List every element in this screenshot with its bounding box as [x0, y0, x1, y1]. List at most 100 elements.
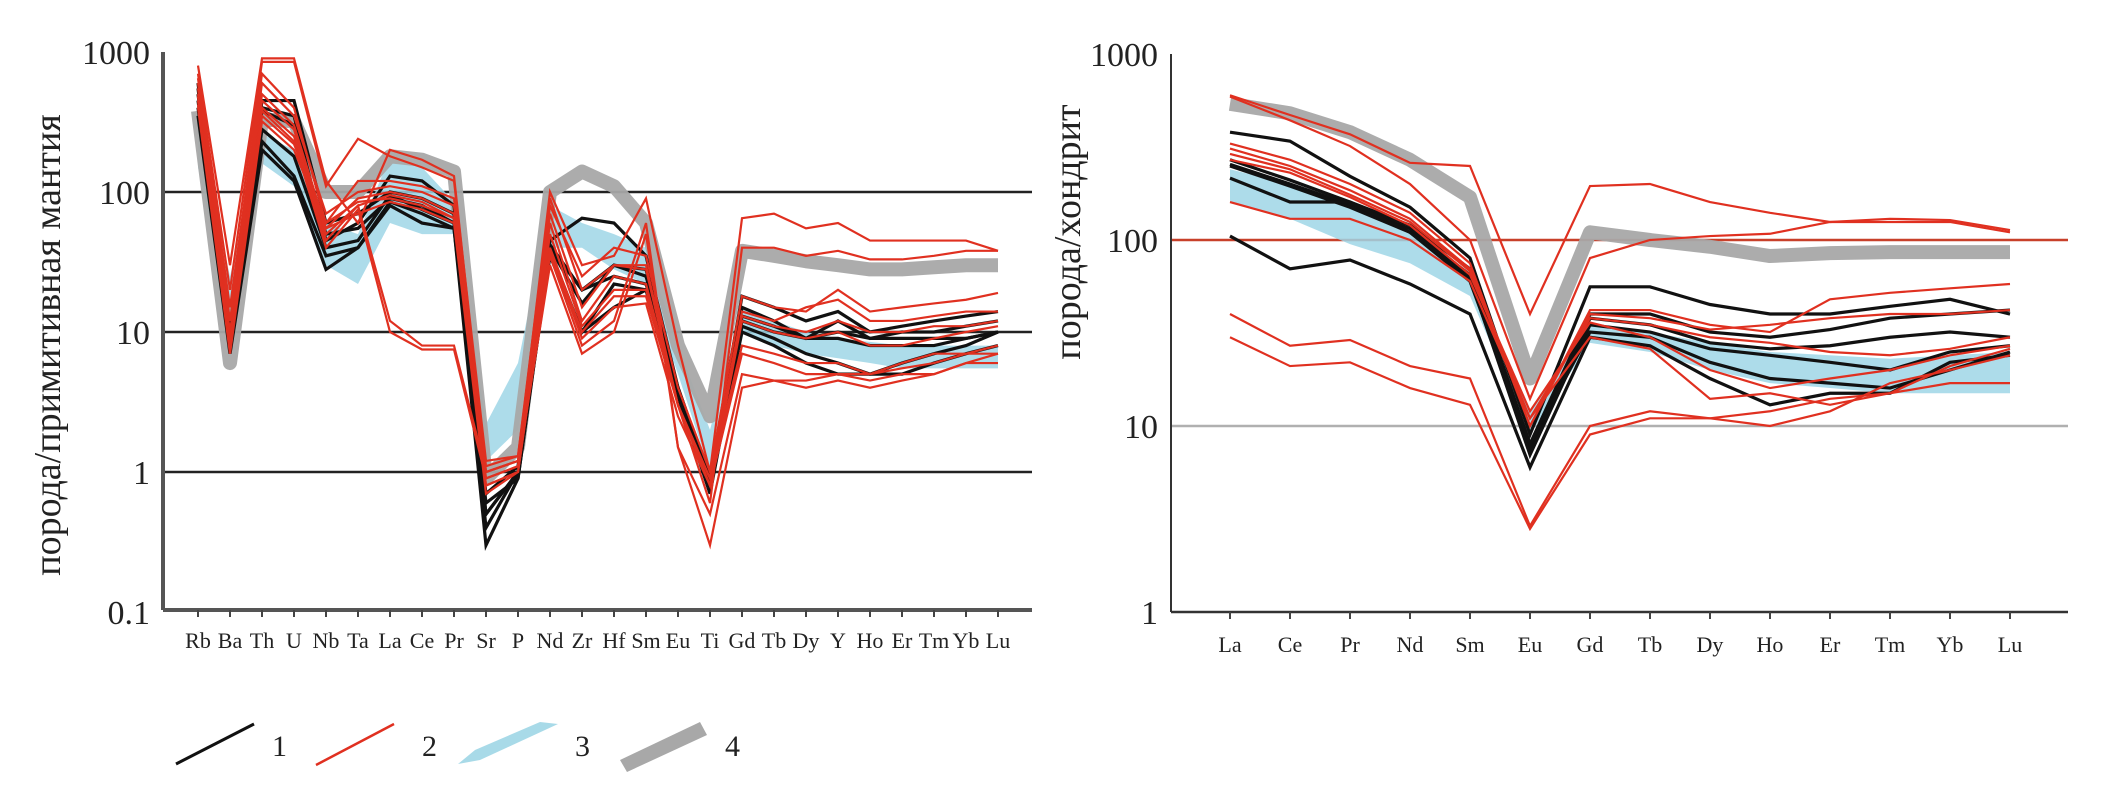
series-line-type-2-7	[1229, 95, 2011, 402]
series-line-type-2-10	[196, 88, 999, 490]
x-tick-label-Yb: Yb	[1937, 632, 1964, 657]
legend-swatch-2	[315, 722, 395, 767]
x-tick-label-Rb: Rb	[185, 628, 211, 653]
legend-swatch-1	[175, 722, 255, 766]
legend-label-2: 2	[422, 730, 437, 763]
legend-swatch-4	[620, 722, 707, 772]
left-bands	[191, 109, 998, 486]
x-tick-label-Sm: Sm	[631, 628, 660, 653]
legend-label-4: 4	[725, 730, 740, 763]
spider-diagram-primitive-mantle: порода/примитивная мантия 0.11101001000 …	[27, 35, 1032, 653]
x-tick-label-Hf: Hf	[602, 628, 626, 653]
series-line-type-2-14	[1229, 336, 2011, 532]
series-line-type-1-5	[196, 82, 999, 497]
y-tick-label: 1	[133, 455, 150, 492]
x-tick-label-Sm: Sm	[1455, 632, 1484, 657]
series-line-type-2-8	[196, 71, 999, 477]
legend-swatch-3	[458, 722, 558, 764]
legend-item-1: 1	[175, 722, 287, 766]
series-line-type-2-6	[196, 57, 999, 474]
x-tick-label-Lu: Lu	[1998, 632, 2022, 657]
x-tick-label-P: P	[512, 628, 524, 653]
right-axes	[1170, 54, 2068, 619]
legend-item-3: 3	[458, 722, 590, 764]
legend-label-1: 1	[272, 730, 287, 763]
x-tick-label-La: La	[1218, 632, 1241, 657]
x-tick-label-Tb: Tb	[1638, 632, 1662, 657]
right-y-axis-title: порода/хондрит	[1047, 104, 1089, 360]
x-tick-label-Pr: Pr	[1340, 632, 1360, 657]
x-tick-label-Er: Er	[1820, 632, 1841, 657]
x-tick-label-Lu: Lu	[986, 628, 1010, 653]
series-line-type-2-9	[196, 80, 998, 483]
y-tick-label: 100	[99, 175, 150, 212]
x-tick-label-Ta: Ta	[347, 628, 369, 653]
series-line-type-2-11	[196, 94, 999, 490]
x-tick-label-Tb: Tb	[762, 628, 786, 653]
x-tick-label-La: La	[378, 628, 401, 653]
left-y-tick-labels: 0.1 1 10 100 1000	[82, 35, 150, 632]
series-line-type-2-7	[196, 60, 998, 504]
series-line-type-2-12	[196, 96, 998, 550]
x-tick-label-Ce: Ce	[410, 628, 434, 653]
x-tick-label-Ti: Ti	[701, 628, 720, 653]
legend-item-2: 2	[315, 722, 437, 767]
left-y-axis-title: порода/примитивная мантия	[27, 114, 69, 576]
right-x-tick-labels: La Ce Pr Nd Sm Eu Gd Tb Dy Ho Er Tm Yb Lu	[1218, 632, 2022, 657]
legend-label-3: 3	[575, 730, 590, 763]
band-4	[1228, 96, 2010, 386]
band-4	[191, 109, 998, 486]
x-tick-label-Ba: Ba	[218, 628, 243, 653]
x-tick-label-Eu: Eu	[1518, 632, 1542, 657]
legend-item-4: 4	[620, 722, 740, 772]
y-tick-label: 0.1	[108, 595, 151, 632]
x-tick-label-Gd: Gd	[729, 628, 756, 653]
y-tick-label: 10	[116, 315, 150, 352]
series-line-type-2-6	[1229, 94, 2011, 317]
left-x-tick-labels: Rb Ba Th U Nb Ta La Ce Pr Sr P Nd Zr Hf Sm Eu Ti Gd Tb Dy Y H…	[185, 628, 1010, 653]
x-tick-label-Th: Th	[250, 628, 274, 653]
legend: 1 2 3 4	[175, 722, 740, 772]
y-tick-label: 100	[1107, 223, 1158, 260]
series-line-type-2-11	[1229, 158, 2011, 414]
series-line-type-1-0	[196, 88, 999, 533]
y-tick-label: 1000	[82, 35, 150, 72]
x-tick-label-Dy: Dy	[1697, 632, 1724, 657]
left-series	[196, 57, 999, 552]
right-bands	[1228, 96, 2010, 435]
x-tick-label-Dy: Dy	[793, 628, 820, 653]
y-tick-label: 1000	[1090, 37, 1158, 74]
x-tick-label-Nd: Nd	[537, 628, 564, 653]
series-line-type-1-3	[1229, 164, 2011, 460]
series-line-type-2-10	[1229, 152, 2011, 421]
x-tick-label-Ho: Ho	[1757, 632, 1784, 657]
left-axes	[161, 52, 1032, 617]
x-tick-label-Eu: Eu	[666, 628, 690, 653]
x-tick-label-Ho: Ho	[857, 628, 884, 653]
series-line-type-2-13	[196, 100, 999, 518]
x-tick-label-Pr: Pr	[444, 628, 464, 653]
x-tick-label-Tm: Tm	[919, 628, 950, 653]
series-line-type-2-8	[1229, 142, 2011, 429]
y-tick-label: 10	[1124, 409, 1158, 446]
band-3	[198, 125, 998, 472]
series-line-type-2-13	[1229, 313, 2010, 529]
x-tick-label-Zr: Zr	[572, 628, 593, 653]
x-tick-label-Nd: Nd	[1397, 632, 1424, 657]
series-line-type-2-9	[1229, 147, 2011, 429]
x-tick-label-Er: Er	[892, 628, 913, 653]
x-tick-label-Nb: Nb	[313, 628, 340, 653]
band-3	[1230, 169, 2010, 435]
series-line-type-1-5	[1229, 234, 2011, 472]
series-line-type-2-15	[196, 107, 998, 496]
series-line-type-1-0	[1229, 130, 2011, 440]
x-tick-label-Ce: Ce	[1278, 632, 1302, 657]
series-line-type-2-14	[196, 104, 999, 488]
x-tick-label-Gd: Gd	[1577, 632, 1604, 657]
x-tick-label-Y: Y	[830, 628, 846, 653]
right-series	[1229, 94, 2011, 532]
x-tick-label-Yb: Yb	[953, 628, 980, 653]
right-y-tick-labels: 1 10 100 1000	[1090, 37, 1158, 632]
x-tick-label-U: U	[286, 628, 302, 653]
